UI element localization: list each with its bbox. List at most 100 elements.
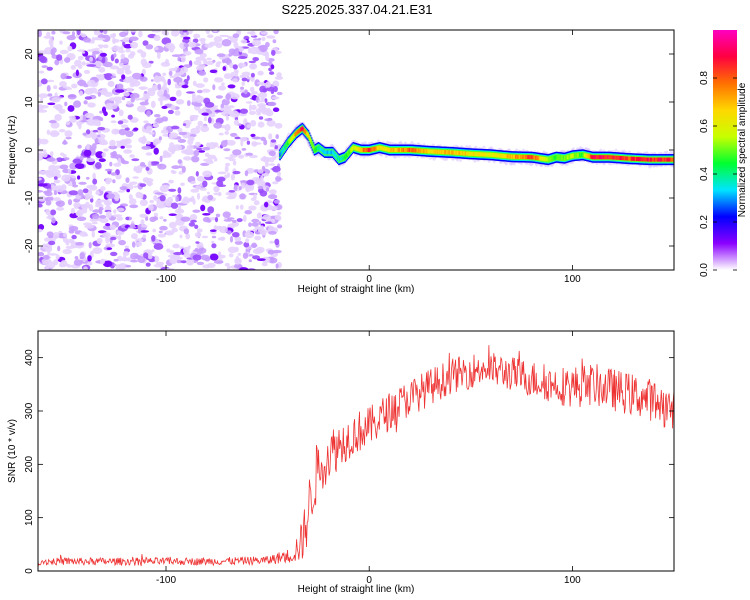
signal-core bbox=[426, 149, 429, 154]
noise-speck bbox=[98, 66, 106, 73]
signal-core bbox=[659, 157, 661, 162]
signal-core bbox=[389, 148, 392, 152]
noise-speck bbox=[153, 76, 162, 83]
signal-core bbox=[459, 151, 461, 155]
noise-speck bbox=[150, 100, 156, 109]
noise-speck bbox=[47, 248, 51, 255]
noise-speck bbox=[139, 76, 148, 82]
signal-core bbox=[569, 154, 572, 159]
signal-core bbox=[420, 148, 422, 153]
noise-speck bbox=[113, 53, 117, 58]
noise-speck bbox=[197, 120, 204, 127]
noise-speck bbox=[224, 130, 229, 135]
noise-speck bbox=[211, 243, 217, 249]
signal-core bbox=[425, 149, 428, 154]
signal-core bbox=[551, 156, 554, 161]
signal-core bbox=[620, 156, 623, 161]
noise-speck bbox=[178, 171, 184, 175]
noise-speck bbox=[163, 218, 167, 222]
noise-speck bbox=[272, 39, 277, 44]
noise-speck bbox=[78, 181, 87, 185]
noise-speck bbox=[167, 109, 174, 115]
signal-core bbox=[349, 149, 351, 154]
noise-speck bbox=[178, 204, 182, 212]
noise-speck bbox=[38, 104, 44, 111]
noise-speck bbox=[240, 182, 246, 189]
signal-core bbox=[494, 153, 497, 158]
noise-speck bbox=[228, 53, 233, 57]
noise-speck bbox=[98, 158, 106, 163]
noise-speck bbox=[264, 52, 270, 59]
noise-speck bbox=[99, 110, 103, 114]
signal-core bbox=[662, 157, 664, 162]
noise-speck bbox=[148, 204, 154, 211]
noise-speck bbox=[261, 173, 270, 177]
noise-speck bbox=[59, 81, 67, 88]
noise-speck bbox=[198, 38, 206, 42]
signal-core bbox=[478, 152, 480, 157]
noise-speck bbox=[191, 92, 196, 100]
signal-core bbox=[503, 154, 506, 158]
signal-core bbox=[605, 155, 607, 160]
noise-speck bbox=[42, 261, 48, 265]
noise-speck bbox=[246, 179, 255, 186]
noise-speck bbox=[98, 208, 103, 215]
colorbar: 0.0 0.2 0.4 0.6 0.8 Normalized spectral ampl… bbox=[699, 30, 748, 277]
signal-core bbox=[457, 150, 459, 155]
signal-core bbox=[643, 157, 646, 162]
signal-core bbox=[440, 150, 443, 154]
noise-speck bbox=[116, 230, 123, 235]
noise-speck bbox=[110, 75, 117, 79]
noise-speck bbox=[156, 51, 161, 60]
noise-speck bbox=[111, 114, 115, 118]
noise-speck bbox=[217, 171, 227, 175]
noise-speck bbox=[66, 264, 72, 268]
signal-core bbox=[360, 148, 363, 152]
signal-core bbox=[598, 155, 600, 160]
noise-speck bbox=[88, 204, 94, 212]
signal-core bbox=[401, 148, 403, 152]
signal-core bbox=[313, 148, 316, 152]
signal-core bbox=[355, 146, 357, 151]
noise-speck bbox=[109, 161, 113, 167]
noise-speck bbox=[259, 44, 268, 53]
noise-speck bbox=[153, 147, 159, 155]
signal-core bbox=[599, 155, 601, 160]
noise-speck bbox=[213, 122, 222, 129]
noise-speck bbox=[157, 83, 162, 91]
noise-speck bbox=[227, 246, 238, 254]
signal-core bbox=[414, 148, 416, 153]
spectrogram-ylabel: Frequency (Hz) bbox=[7, 116, 18, 185]
noise-speck bbox=[207, 116, 212, 124]
noise-speck bbox=[139, 199, 148, 207]
noise-speck bbox=[120, 45, 124, 51]
noise-speck bbox=[258, 104, 266, 112]
noise-speck bbox=[265, 81, 272, 88]
noise-speck bbox=[131, 81, 136, 86]
signal-core bbox=[292, 134, 294, 139]
x-tick-label: 100 bbox=[564, 274, 581, 285]
noise-speck bbox=[189, 136, 195, 142]
noise-speck bbox=[201, 88, 211, 93]
signal-core bbox=[499, 153, 502, 158]
signal-core bbox=[508, 154, 511, 159]
noise-speck bbox=[211, 240, 215, 244]
noise-speck bbox=[118, 50, 126, 54]
noise-speck bbox=[94, 137, 99, 145]
signal-core bbox=[387, 147, 390, 152]
signal-core bbox=[665, 157, 667, 162]
noise-speck bbox=[182, 123, 187, 126]
noise-speck bbox=[165, 199, 170, 205]
noise-speck bbox=[192, 198, 196, 205]
signal-core bbox=[642, 157, 645, 162]
noise-speck bbox=[264, 98, 268, 103]
noise-speck bbox=[97, 92, 101, 97]
signal-core bbox=[534, 155, 536, 160]
signal-core bbox=[597, 155, 599, 160]
noise-speck bbox=[92, 209, 101, 213]
noise-speck bbox=[79, 155, 84, 161]
signal-core bbox=[316, 146, 319, 151]
noise-speck bbox=[171, 54, 182, 57]
signal-core bbox=[518, 154, 520, 159]
signal-core bbox=[604, 155, 606, 160]
